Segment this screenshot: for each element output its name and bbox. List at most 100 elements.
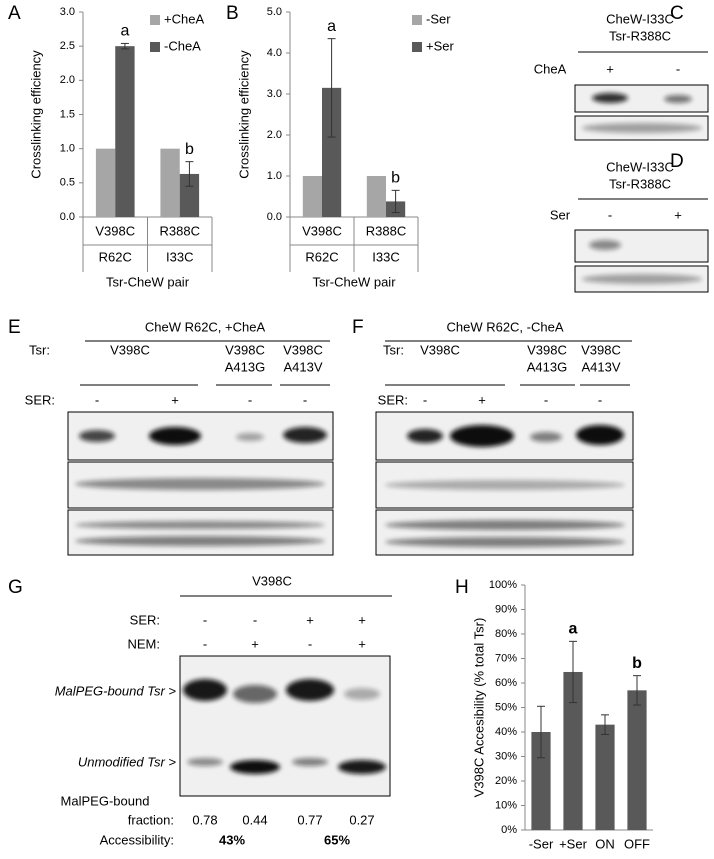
legend-label: +Ser (426, 38, 454, 53)
lane-sign: - (95, 392, 99, 407)
condition: Ser (550, 207, 571, 222)
y-tick-label: 3.0 (267, 88, 282, 100)
blot (67, 509, 334, 556)
x-tick-label: V398C (302, 223, 342, 238)
ser-label: SER: (378, 392, 408, 407)
lane-sign: - (303, 392, 307, 407)
panel-title: CheW R62C, -CheA (446, 319, 563, 334)
lane-sign: - (676, 61, 680, 76)
band-label: Unmodified Tsr > (78, 754, 177, 769)
ser-label: SER: (25, 392, 55, 407)
bar (322, 87, 342, 217)
error-bar (327, 38, 336, 138)
blot-band (236, 433, 264, 441)
bar (95, 148, 116, 217)
panel-label: E (8, 317, 21, 338)
blot-band (385, 480, 625, 490)
legend-swatch (150, 15, 160, 25)
blot (375, 509, 634, 556)
y-axis-title: V398C Accesibility (% total Tsr) (471, 618, 486, 798)
x-tick-label: R388C (366, 223, 406, 238)
mutant: A413V (581, 359, 620, 374)
construct: CheW-I33C (606, 11, 674, 26)
fraction-label: MalPEG-bound (61, 793, 150, 808)
panel-label: B (226, 3, 239, 24)
lane-sign: + (674, 207, 682, 222)
x-tick-label: V398C (95, 223, 135, 238)
fraction: 0.44 (242, 812, 267, 827)
y-tick-label: 2.0 (267, 129, 282, 141)
lane-sign: + (251, 636, 259, 651)
annotation: b (391, 170, 400, 187)
y-tick-label: 3.0 (60, 6, 75, 18)
x-tick-label: -Ser (529, 836, 554, 851)
blot-band (75, 536, 325, 546)
accessibility: 65% (324, 832, 350, 847)
panel-d: D CheW-I33C Tsr-R388C Ser - + (550, 151, 709, 293)
lane-sign: + (358, 636, 366, 651)
bar (160, 148, 180, 217)
legend-label: +CheA (164, 11, 204, 26)
mutant: V398C (420, 342, 460, 357)
blot-band (183, 679, 227, 701)
mutant: A413V (283, 359, 322, 374)
mutant: V398C (283, 342, 323, 357)
y-tick-label: 4.0 (267, 47, 282, 59)
error-bar (120, 42, 129, 50)
row-label: SER: (130, 612, 160, 627)
blot-band (664, 95, 692, 103)
x-tick-label: I33C (372, 249, 399, 264)
lane-sign: - (598, 392, 602, 407)
blot-band (230, 760, 280, 774)
blot (179, 655, 391, 797)
legend-label: -Ser (426, 11, 451, 26)
x-axis-title: Tsr-CheW pair (312, 274, 396, 289)
bar (627, 690, 647, 830)
bar (302, 176, 322, 217)
y-tick-label: 100% (489, 579, 517, 591)
bar (115, 46, 135, 217)
bar (595, 724, 615, 830)
error-bar (537, 705, 545, 759)
x-tick-label: R388C (160, 223, 200, 238)
blot-band (233, 685, 277, 703)
lane-sign: + (478, 392, 486, 407)
bar (179, 173, 200, 217)
error-bar (185, 161, 194, 187)
y-tick-label: 1.5 (60, 108, 75, 120)
panel-label: H (455, 577, 469, 598)
condition: CheA (534, 61, 567, 76)
blot-band (582, 274, 702, 284)
blot-band (592, 93, 628, 103)
y-axis-title: Crosslinking efficiency (28, 50, 43, 179)
lane-sign: + (306, 612, 314, 627)
blot-band (385, 537, 625, 547)
lane-sign: - (308, 636, 312, 651)
lane-sign: - (203, 612, 207, 627)
bar (563, 671, 583, 830)
mutant: V398C (225, 342, 265, 357)
blot-band (385, 520, 625, 530)
y-tick-label: 50% (495, 701, 517, 713)
mutant: A413G (225, 359, 265, 374)
legend-swatch (412, 42, 422, 52)
panel-label: A (8, 3, 21, 24)
y-tick-label: 0.5 (60, 177, 75, 189)
x-tick-label: I33C (166, 249, 193, 264)
band-label: MalPEG-bound Tsr > (55, 683, 177, 698)
lane-sign: - (203, 636, 207, 651)
annotation: a (569, 621, 578, 638)
blot-band (530, 432, 562, 442)
lane-sign: + (358, 612, 366, 627)
y-tick-label: 0.0 (267, 211, 282, 223)
panel-label: C (670, 3, 684, 24)
blot-band (187, 758, 223, 766)
error-bar (569, 640, 577, 704)
blot-band (338, 760, 386, 774)
y-axis-title: Crosslinking efficiency (236, 50, 251, 179)
x-tick-label: +Ser (559, 836, 587, 851)
blot-band (283, 427, 327, 443)
error-bar (633, 675, 641, 706)
tsr-label: Tsr: (29, 342, 50, 357)
